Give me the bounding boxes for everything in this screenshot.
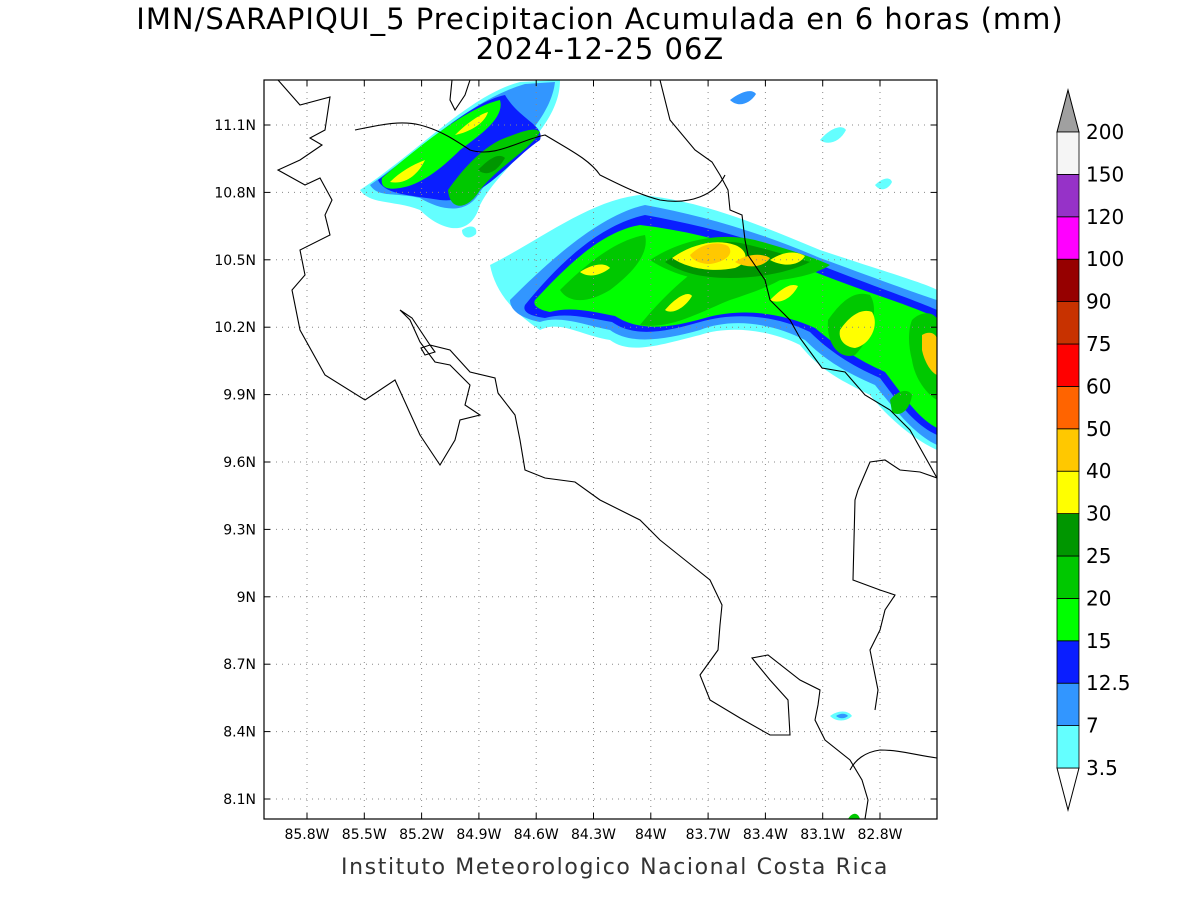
lat-label: 8.4N (223, 725, 256, 741)
lon-label: 85.5W (342, 827, 387, 843)
lon-label: 85.2W (399, 827, 444, 843)
colorbar-label: 7 (1086, 714, 1099, 738)
colorbar-bin (1056, 513, 1080, 557)
lon-label: 82.8W (857, 827, 902, 843)
colorbar: 3.5 7 12.5 15 20 25 30 40 50 60 75 90 100 120 150 200 (1056, 88, 1131, 812)
lon-label: 83.1W (800, 827, 845, 843)
nicaragua-border (354, 122, 726, 202)
map-area (264, 80, 937, 819)
lat-label: 9.9N (223, 388, 256, 404)
gulf-island (420, 344, 436, 356)
lat-label: 9.3N (223, 522, 256, 538)
colorbar-label: 15 (1086, 629, 1111, 653)
colorbar-bin (1056, 725, 1080, 769)
colorbar-bin (1056, 470, 1080, 515)
colorbar-bin (1056, 343, 1080, 387)
colorbar-bin (1056, 131, 1080, 175)
map-grid (264, 80, 937, 819)
colorbar-bin (1056, 216, 1080, 260)
lon-label: 85.8W (284, 827, 329, 843)
chart-date: 2024-12-25 06Z (475, 32, 725, 66)
lat-label: 10.8N (214, 185, 256, 201)
pacific-coast (276, 80, 869, 819)
colorbar-bin (1056, 301, 1080, 345)
colorbar-bin (1056, 428, 1080, 472)
lon-label: 83.4W (743, 827, 788, 843)
colorbar-label: 90 (1086, 290, 1111, 314)
lat-label: 10.2N (214, 320, 256, 336)
precip-central-green (534, 225, 937, 428)
colorbar-label: 3.5 (1086, 756, 1118, 780)
colorbar-label: 60 (1086, 374, 1111, 398)
colorbar-label: 20 (1086, 586, 1111, 610)
lon-label: 83.7W (686, 827, 731, 843)
chart-title: IMN/SARAPIQUI_5 Precipitacion Acumulada … (136, 2, 1064, 36)
colorbar-bin (1056, 258, 1080, 303)
coastlines (276, 80, 937, 819)
lat-label: 10.5N (214, 253, 256, 269)
panama-coast (849, 489, 937, 771)
colorbar-bin (1056, 173, 1080, 218)
colorbar-label: 150 (1086, 162, 1124, 186)
colorbar-bin (1056, 598, 1080, 642)
lon-label: 84.6W (514, 827, 559, 843)
colorbar-label: 30 (1086, 502, 1111, 526)
colorbar-label: 50 (1086, 417, 1111, 441)
colorbar-label: 100 (1086, 247, 1124, 271)
latitude-labels: 11.1N 10.8N 10.5N 10.2N 9.9N 9.6N 9.3N 9N 8.7N 8.… (214, 118, 937, 808)
panama-border (857, 459, 937, 491)
colorbar-label: 25 (1086, 544, 1111, 568)
lat-label: 8.7N (223, 657, 256, 673)
colorbar-bin (1056, 682, 1080, 727)
lat-label: 9N (237, 590, 256, 606)
colorbar-label: 200 (1086, 120, 1124, 144)
colorbar-over-arrow (1056, 88, 1080, 133)
lake-nicaragua (449, 80, 471, 112)
lon-label: 84.9W (456, 827, 501, 843)
colorbar-label: 75 (1086, 332, 1111, 356)
lon-label: 84W (635, 827, 667, 843)
colorbar-label: 12.5 (1086, 671, 1131, 695)
lat-label: 8.1N (223, 792, 256, 808)
colorbar-label: 40 (1086, 459, 1111, 483)
colorbar-bin (1056, 640, 1080, 684)
lon-label: 84.3W (571, 827, 616, 843)
footer-credit: Instituto Meteorologico Nacional Costa R… (341, 855, 889, 880)
colorbar-label: 120 (1086, 205, 1124, 229)
caribbean-coast (659, 80, 937, 479)
lat-label: 9.6N (223, 455, 256, 471)
longitude-labels: 85.8W 85.5W 85.2W 84.9W 84.6W 84.3W 84W 83.7W 83… (284, 80, 903, 843)
colorbar-under-arrow (1056, 767, 1080, 812)
colorbar-bin (1056, 555, 1080, 599)
lat-label: 11.1N (214, 118, 256, 134)
colorbar-bin (1056, 385, 1080, 430)
map-frame (263, 79, 938, 820)
